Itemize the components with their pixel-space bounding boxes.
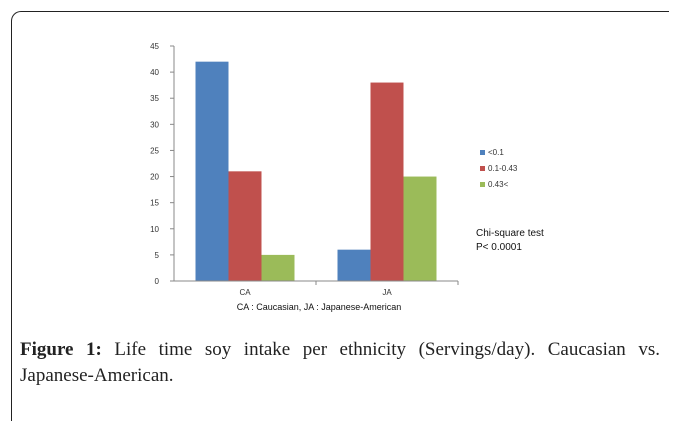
caption-label: Figure 1: <box>20 339 102 360</box>
figure-caption: Figure 1: Life time soy intake per ethni… <box>20 337 660 389</box>
y-tick-label: 35 <box>150 94 159 103</box>
legend: <0.1 0.1-0.43 0.43< <box>480 148 518 189</box>
bar-ja-series-1 <box>370 82 404 281</box>
legend-swatch <box>480 166 485 171</box>
y-tick-label: 45 <box>150 42 159 51</box>
y-tick-label: 0 <box>155 277 160 286</box>
caption-text: Life time soy intake per ethnicity (Serv… <box>20 339 660 386</box>
figure-frame <box>11 11 669 421</box>
y-axis-ticks: 0 5 10 15 20 25 30 35 40 45 <box>150 42 174 286</box>
x-axis-ticks: CA JA <box>239 281 459 297</box>
annotation-p-value: P< 0.0001 <box>476 242 522 253</box>
y-tick-label: 25 <box>150 146 159 155</box>
bars <box>195 61 437 281</box>
bar-ja-series-0 <box>337 249 371 281</box>
y-tick-label: 30 <box>150 120 159 129</box>
legend-swatch <box>480 182 485 187</box>
annotation-chi-square: Chi-square test <box>476 228 544 239</box>
legend-label: 0.1-0.43 <box>488 164 518 173</box>
bar-ca-series-1 <box>228 171 262 281</box>
y-tick-label: 5 <box>155 251 160 260</box>
legend-label: 0.43< <box>488 180 509 189</box>
y-tick-label: 10 <box>150 225 159 234</box>
bar-ja-series-2 <box>403 176 437 281</box>
y-tick-label: 15 <box>150 199 159 208</box>
legend-label: <0.1 <box>488 148 504 157</box>
y-tick-label: 20 <box>150 173 159 182</box>
legend-swatch <box>480 150 485 155</box>
bar-ca-series-2 <box>261 254 295 281</box>
bar-chart: 0 5 10 15 20 25 30 35 40 45 CA JA CA : Caucasian, … <box>150 42 544 312</box>
x-tick-label: CA <box>239 288 251 297</box>
y-tick-label: 40 <box>150 68 159 77</box>
bar-ca-series-0 <box>195 61 229 281</box>
x-tick-label: JA <box>382 288 392 297</box>
x-axis-label: CA : Caucasian, JA : Japanese-American <box>237 302 402 312</box>
